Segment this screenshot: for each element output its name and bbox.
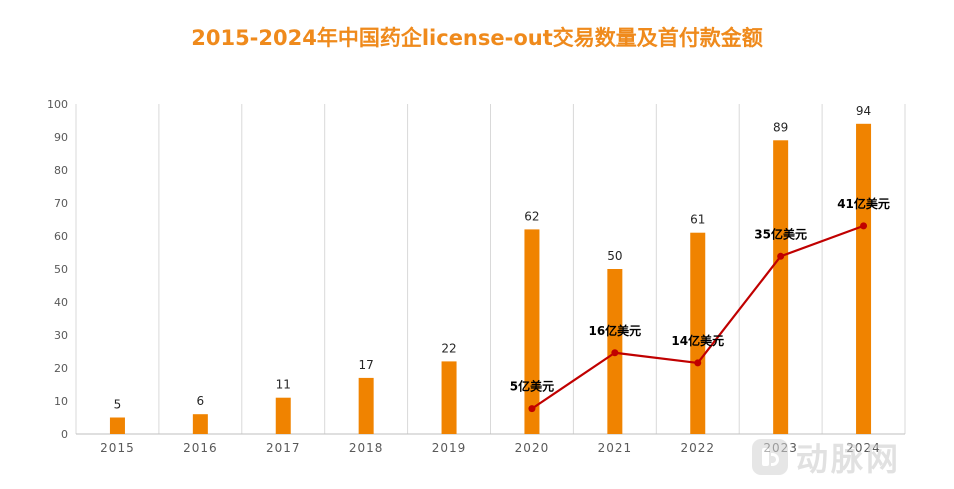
chart-title: 2015-2024年中国药企license-out交易数量及首付款金额: [191, 26, 763, 50]
bar: [773, 140, 789, 435]
bar-data-label: 50: [607, 249, 622, 263]
line-series: 5亿美元 16亿美元 14亿美元 35亿美元 41亿美元: [510, 196, 890, 413]
x-tick-label: 2018: [349, 441, 384, 455]
y-tick-label: 30: [54, 329, 68, 342]
y-tick-label: 0: [61, 428, 68, 441]
x-tick-label: 2022: [680, 441, 715, 455]
bar: [690, 232, 706, 434]
line-point: [777, 252, 785, 260]
y-tick-label: 100: [47, 98, 68, 111]
line-point: [694, 359, 702, 367]
x-tick-label: 2020: [515, 441, 550, 455]
x-tick-label: 2017: [266, 441, 301, 455]
y-tick-label: 40: [54, 296, 68, 309]
bar: [524, 229, 540, 434]
y-tick-label: 60: [54, 230, 68, 243]
line-data-label: 16亿美元: [588, 323, 641, 338]
line-point: [860, 222, 868, 230]
bar: [192, 414, 208, 434]
watermark-text: 动脉网: [796, 440, 902, 478]
bar: [275, 397, 291, 434]
bar-data-label: 11: [276, 378, 291, 392]
bar: [358, 377, 374, 434]
bar-data-label: 22: [441, 341, 456, 355]
bar-data-labels: 5 6 11 17 22 62 50 61 89 94: [114, 104, 872, 412]
line-data-label: 41亿美元: [837, 196, 890, 211]
y-tick-label: 90: [54, 131, 68, 144]
x-tick-label: 2019: [432, 441, 467, 455]
bar-data-label: 94: [856, 104, 871, 118]
line-data-label: 5亿美元: [510, 379, 554, 394]
bar-series: [109, 123, 872, 435]
grid-lines: [75, 104, 906, 435]
bar-data-label: 61: [690, 213, 705, 227]
bar: [856, 123, 872, 435]
watermark-logo-icon: [752, 439, 788, 475]
y-tick-label: 50: [54, 263, 68, 276]
bar-data-label: 17: [359, 358, 374, 372]
line-data-label: 35亿美元: [754, 226, 807, 241]
x-tick-label: 2016: [183, 441, 218, 455]
line-point: [528, 405, 536, 413]
line-point: [611, 349, 619, 357]
y-tick-label: 80: [54, 164, 68, 177]
bar-data-label: 6: [197, 394, 205, 408]
x-tick-label: 2024: [846, 441, 881, 455]
y-tick-label: 10: [54, 395, 68, 408]
x-tick-label: 2021: [598, 441, 633, 455]
line-data-label: 14亿美元: [671, 333, 724, 348]
bar: [441, 361, 457, 434]
bar-data-label: 62: [524, 209, 539, 223]
y-axis: 0 10 20 30 40 50 60 70 80 90 100: [47, 98, 68, 441]
bar: [109, 417, 125, 434]
y-tick-label: 20: [54, 362, 68, 375]
bar-data-label: 89: [773, 120, 788, 134]
watermark: 动脉网: [752, 432, 952, 482]
y-tick-label: 70: [54, 197, 68, 210]
bar-data-label: 5: [114, 398, 122, 412]
x-tick-label: 2015: [100, 441, 135, 455]
